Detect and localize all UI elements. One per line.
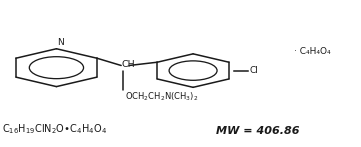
Text: MW = 406.86: MW = 406.86	[217, 126, 300, 136]
Text: N: N	[57, 38, 64, 47]
Text: OCH$_2$CH$_2$N(CH$_3$)$_2$: OCH$_2$CH$_2$N(CH$_3$)$_2$	[126, 91, 199, 103]
Text: Cl: Cl	[249, 66, 258, 75]
Text: · C₄H₄O₄: · C₄H₄O₄	[294, 47, 330, 56]
Text: C$_{16}$H$_{19}$ClN$_2$O$\bullet$C$_4$H$_4$O$_4$: C$_{16}$H$_{19}$ClN$_2$O$\bullet$C$_4$H$…	[3, 122, 108, 136]
Text: CH: CH	[122, 60, 135, 69]
